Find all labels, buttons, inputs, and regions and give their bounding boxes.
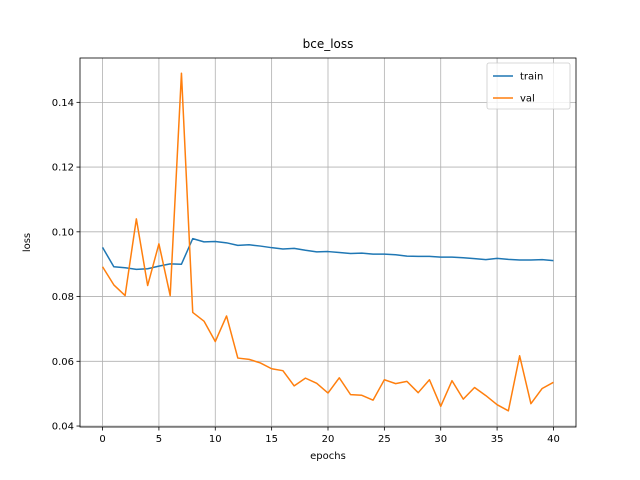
x-tick-label: 20 <box>322 434 335 445</box>
y-tick-label: 0.08 <box>52 292 74 303</box>
series-line-train <box>101 237 554 271</box>
y-tick-label: 0.12 <box>52 163 74 174</box>
y-tick-label: 0.06 <box>52 357 74 368</box>
y-axis-label: loss <box>22 233 33 252</box>
x-tick-label: 30 <box>434 434 447 445</box>
x-axis-label: epochs <box>310 451 346 462</box>
legend: train val <box>486 62 571 110</box>
x-tick-label: 15 <box>265 434 278 445</box>
ticks: 0 5 10 15 20 25 30 35 40 0.04 0.06 0.08 0.10 0.12 0.14 <box>52 98 560 445</box>
y-tick-label: 0.14 <box>52 98 74 109</box>
grid <box>80 58 576 427</box>
y-tick-label: 0.10 <box>52 227 74 238</box>
legend-label-val: val <box>520 94 535 105</box>
y-tick-label: 0.04 <box>52 422 74 433</box>
x-tick-label: 35 <box>491 434 504 445</box>
x-tick-label: 10 <box>209 434 222 445</box>
legend-label-train: train <box>520 72 543 83</box>
x-tick-label: 5 <box>156 434 162 445</box>
series-line-val <box>101 72 554 412</box>
chart-title: bce_loss <box>303 37 354 51</box>
x-tick-label: 25 <box>378 434 391 445</box>
x-tick-label: 0 <box>99 434 105 445</box>
x-tick-label: 40 <box>547 434 560 445</box>
series-lines <box>101 72 554 412</box>
